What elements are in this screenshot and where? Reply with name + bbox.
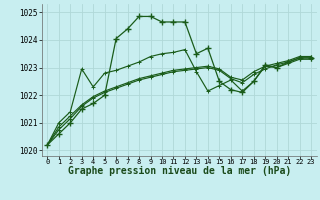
X-axis label: Graphe pression niveau de la mer (hPa): Graphe pression niveau de la mer (hPa) bbox=[68, 166, 291, 176]
